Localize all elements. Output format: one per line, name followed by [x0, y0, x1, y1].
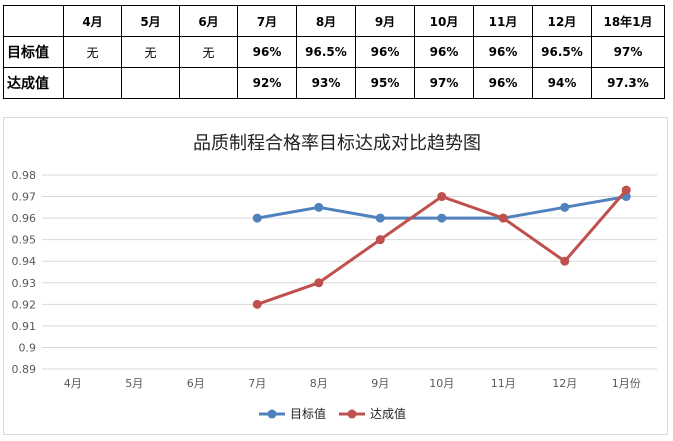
- x-tick-label: 4月: [64, 377, 82, 390]
- header-cell-month: 10月: [414, 5, 474, 37]
- table-cell: 96.5%: [532, 36, 592, 68]
- table-row-actual: 达成值 92% 93% 95% 97% 96% 94% 97.3%: [3, 67, 665, 99]
- y-tick-label: 0.9: [19, 341, 37, 354]
- data-point: [252, 213, 262, 223]
- series-lines: [252, 185, 631, 309]
- y-axis-ticks: 0.89 0.9 0.91 0.92 0.93 0.94 0.95 0.96 0.97 0.98: [12, 169, 37, 376]
- data-table: 4月 5月 6月 7月 8月 9月 10月 11月 12月 18年1月 目标值 …: [3, 5, 665, 99]
- row-label-actual: 达成值: [3, 67, 64, 99]
- table-cell: 96%: [237, 36, 297, 68]
- table-cell: [121, 67, 180, 99]
- header-cell-month: 18年1月: [591, 5, 665, 37]
- y-tick-label: 0.92: [12, 298, 37, 311]
- y-tick-label: 0.94: [12, 255, 37, 268]
- y-tick-label: 0.96: [12, 212, 37, 225]
- table-cell: [63, 67, 122, 99]
- header-row: 4月 5月 6月 7月 8月 9月 10月 11月 12月 18年1月: [3, 5, 665, 37]
- table-cell: 97.3%: [591, 67, 665, 99]
- x-tick-label: 10月: [429, 377, 454, 390]
- legend: 目标值 达成值: [259, 406, 406, 421]
- data-point: [560, 256, 570, 266]
- x-tick-label: 12月: [552, 377, 577, 390]
- y-tick-label: 0.98: [12, 169, 37, 182]
- row-label-target: 目标值: [3, 36, 64, 68]
- legend-marker: [347, 409, 357, 419]
- x-tick-label: 7月: [248, 377, 266, 390]
- table-cell: 96%: [473, 36, 533, 68]
- y-tick-label: 0.89: [12, 363, 37, 376]
- header-cell-month: 5月: [121, 5, 180, 37]
- table-cell: [179, 67, 238, 99]
- table-cell: 97%: [414, 67, 474, 99]
- table-cell: 93%: [296, 67, 356, 99]
- table-cell: 96%: [355, 36, 415, 68]
- table-row-target: 目标值 无 无 无 96% 96.5% 96% 96% 96% 96.5% 97…: [3, 36, 665, 68]
- header-cell-month: 7月: [237, 5, 297, 37]
- header-cell-month: 4月: [63, 5, 122, 37]
- table-cell: 96%: [414, 36, 474, 68]
- legend-marker: [267, 409, 277, 419]
- table-cell: 92%: [237, 67, 297, 99]
- chart-frame: 品质制程合格率目标达成对比趋势图 0.89 0.9 0.91 0.92 0.93 0.94…: [3, 117, 668, 435]
- x-tick-label: 8月: [310, 377, 328, 390]
- y-tick-label: 0.93: [12, 277, 37, 290]
- y-tick-label: 0.97: [12, 191, 37, 204]
- table-cell: 无: [121, 36, 180, 68]
- data-point: [252, 299, 262, 309]
- x-tick-label: 1月份: [612, 377, 641, 390]
- header-cell-month: 9月: [355, 5, 415, 37]
- y-tick-label: 0.95: [12, 234, 37, 247]
- header-cell-month: 11月: [473, 5, 533, 37]
- x-tick-label: 11月: [491, 377, 516, 390]
- table-cell: 94%: [532, 67, 592, 99]
- header-cell-corner: [3, 5, 64, 37]
- table-cell: 无: [179, 36, 238, 68]
- x-axis-ticks: 4月 5月 6月 7月 8月 9月 10月 11月 12月 1月份: [64, 377, 641, 390]
- data-point: [375, 235, 385, 245]
- table-cell: 无: [63, 36, 122, 68]
- data-point: [621, 185, 631, 195]
- y-tick-label: 0.91: [12, 320, 37, 333]
- chart-title: 品质制程合格率目标达成对比趋势图: [193, 133, 481, 154]
- data-point: [375, 213, 385, 223]
- data-point: [560, 202, 570, 212]
- x-tick-label: 5月: [125, 377, 143, 390]
- table-cell: 97%: [591, 36, 665, 68]
- data-point: [314, 202, 324, 212]
- x-tick-label: 9月: [371, 377, 389, 390]
- legend-label: 目标值: [290, 406, 326, 421]
- x-tick-label: 6月: [187, 377, 205, 390]
- table-cell: 95%: [355, 67, 415, 99]
- data-point: [498, 213, 508, 223]
- legend-label: 达成值: [370, 406, 406, 421]
- data-point: [314, 278, 324, 288]
- table-cell: 96%: [473, 67, 533, 99]
- data-point: [437, 213, 447, 223]
- header-cell-month: 12月: [532, 5, 592, 37]
- data-point: [437, 192, 447, 202]
- header-cell-month: 6月: [179, 5, 238, 37]
- header-cell-month: 8月: [296, 5, 356, 37]
- table-cell: 96.5%: [296, 36, 356, 68]
- line-chart: 品质制程合格率目标达成对比趋势图 0.89 0.9 0.91 0.92 0.93 0.94…: [12, 133, 657, 421]
